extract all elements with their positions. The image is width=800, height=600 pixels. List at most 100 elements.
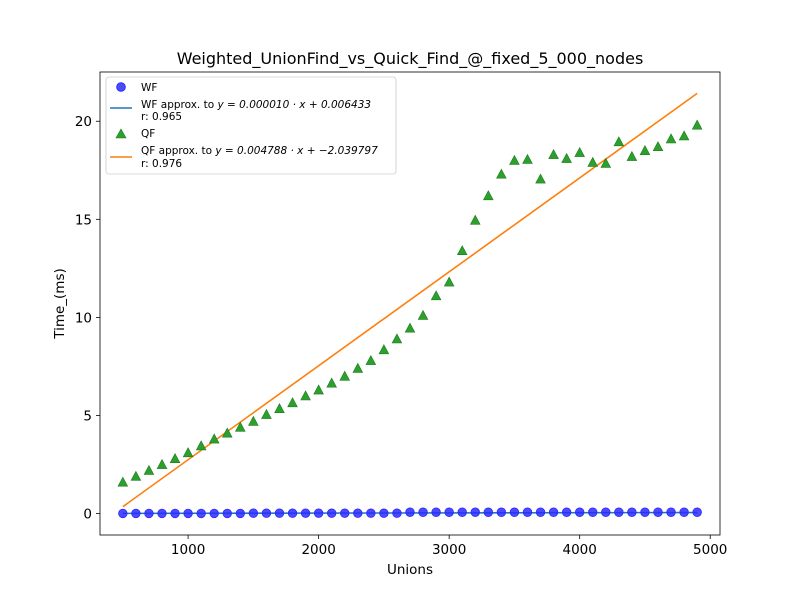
data-point <box>666 507 676 517</box>
data-point <box>156 458 168 469</box>
fit-line <box>122 92 698 508</box>
data-point <box>392 508 402 518</box>
data-point <box>574 146 585 157</box>
data-point <box>131 508 141 519</box>
y-tick-label: 10 <box>75 310 92 326</box>
legend-frame <box>105 76 397 175</box>
y-tick-label: 5 <box>83 409 92 425</box>
data-point <box>287 397 298 408</box>
data-point <box>613 136 625 147</box>
legend-label-qf-r: r: 0.976 <box>141 158 182 170</box>
data-point <box>300 390 311 401</box>
data-point <box>587 156 599 167</box>
legend-marker-qf <box>115 128 127 139</box>
data-point <box>300 508 311 518</box>
series-points-1 <box>117 119 703 487</box>
chart-title: Weighted_UnionFind_vs_Quick_Find_@_fixed… <box>177 49 644 69</box>
data-point <box>235 508 246 519</box>
data-point <box>209 508 219 519</box>
data-point <box>548 148 559 159</box>
data-point <box>340 508 350 518</box>
data-point <box>144 508 154 519</box>
data-point <box>652 141 664 152</box>
data-point <box>601 507 611 517</box>
data-point <box>326 508 337 518</box>
x-tick-label: 2000 <box>301 542 335 558</box>
data-point <box>182 447 194 458</box>
data-point <box>417 309 429 320</box>
data-point <box>548 507 559 517</box>
data-point <box>157 508 167 519</box>
series-points-0 <box>118 507 702 519</box>
data-point <box>261 408 272 419</box>
data-point <box>639 145 651 155</box>
data-point <box>274 508 285 518</box>
series-layer <box>117 92 703 519</box>
data-point <box>378 344 390 355</box>
legend-marker-wf <box>116 82 126 92</box>
data-point <box>444 507 454 517</box>
legend-label-wf-r: r: 0.965 <box>141 111 182 123</box>
data-point <box>313 384 324 395</box>
data-point <box>509 154 520 165</box>
data-point <box>339 370 351 381</box>
data-point <box>640 507 650 517</box>
data-point <box>326 377 337 388</box>
data-point <box>274 403 285 413</box>
data-point <box>118 508 128 519</box>
y-tick-label: 0 <box>83 507 92 523</box>
data-point <box>692 507 702 517</box>
data-point <box>170 508 180 519</box>
y-axis: 0 5 10 15 20 <box>75 114 100 523</box>
data-point <box>366 508 376 518</box>
data-point <box>196 508 206 519</box>
data-point <box>235 421 246 432</box>
data-point <box>691 119 703 130</box>
data-point <box>457 507 467 517</box>
data-point <box>248 415 259 426</box>
legend-qf-fit-equation: y = 0.004788 · x + −2.039797 <box>214 145 378 157</box>
data-point <box>313 508 324 518</box>
data-point <box>470 507 480 517</box>
data-point <box>679 507 689 517</box>
data-point <box>404 322 416 333</box>
data-point <box>653 507 663 517</box>
data-point <box>130 470 142 481</box>
data-point <box>496 168 507 179</box>
data-point <box>522 153 533 164</box>
data-point <box>522 507 533 517</box>
data-point <box>678 130 690 141</box>
x-tick-label: 4000 <box>563 542 597 558</box>
data-point <box>535 507 546 517</box>
data-point <box>195 440 207 451</box>
data-point <box>222 508 232 519</box>
legend-label-wf-fit: WF approx. to y = 0.000010 · x + 0.00643… <box>141 99 371 111</box>
data-point <box>561 507 572 517</box>
legend-qf-fit-text: QF approx. to <box>141 145 215 157</box>
legend: WF WF approx. to y = 0.000010 · x + 0.00… <box>105 76 397 175</box>
data-point <box>248 508 259 518</box>
data-point <box>456 245 468 256</box>
data-point <box>469 214 481 225</box>
data-point <box>574 507 585 517</box>
data-point <box>352 362 364 373</box>
data-point <box>418 507 428 517</box>
y-tick-label: 20 <box>75 114 92 130</box>
data-point <box>614 507 624 517</box>
data-point <box>405 507 415 517</box>
y-tick-label: 15 <box>75 212 92 228</box>
data-point <box>600 157 612 168</box>
legend-label-wf: WF <box>141 82 157 94</box>
data-point <box>483 190 494 201</box>
series-3 <box>122 92 698 508</box>
data-point <box>561 152 572 163</box>
data-point <box>431 507 441 517</box>
legend-wf-fit-text: WF approx. to <box>141 99 217 111</box>
data-point <box>627 507 637 517</box>
data-point <box>208 433 220 444</box>
axes-frame <box>99 71 721 536</box>
data-point <box>535 173 546 184</box>
data-point <box>379 508 389 518</box>
x-axis: 1000 2000 3000 4000 5000 <box>171 535 727 558</box>
